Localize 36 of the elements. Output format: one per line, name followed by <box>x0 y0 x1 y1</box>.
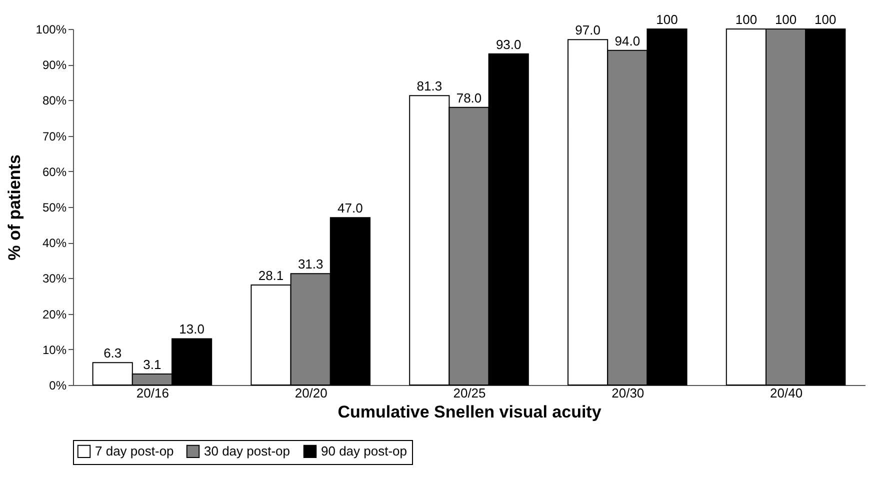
y-tick-label: 20% <box>42 307 67 322</box>
y-tick-label: 30% <box>42 272 67 286</box>
x-tick-label: 20/16 <box>136 386 169 400</box>
x-axis-title: Cumulative Snellen visual acuity <box>338 402 602 422</box>
x-tick-label: 20/30 <box>612 386 644 400</box>
legend-label: 7 day post-op <box>95 443 174 458</box>
y-tick-label: 60% <box>42 164 67 179</box>
data-label: 100 <box>814 12 836 27</box>
y-tick-label: 10% <box>42 342 67 357</box>
y-tick-label: 80% <box>42 94 67 108</box>
data-label: 81.3 <box>416 78 442 94</box>
y-axis-title: % of patients <box>4 154 24 260</box>
x-tick-label: 20/25 <box>453 386 486 400</box>
data-label: 94.0 <box>614 33 640 48</box>
data-label: 97.0 <box>575 22 600 38</box>
legend-label: 90 day post-op <box>321 443 408 458</box>
x-tick-label: 20/40 <box>770 386 803 400</box>
x-tick-label: 20/20 <box>294 386 328 400</box>
y-tick-label: 50% <box>42 200 67 214</box>
data-label: 28.1 <box>258 268 284 283</box>
legend-label: 30 day post-op <box>204 443 290 458</box>
data-label: 100 <box>656 12 678 27</box>
data-label: 6.3 <box>104 346 122 361</box>
data-label: 47.0 <box>338 200 363 216</box>
y-tick-label: 40% <box>42 236 67 250</box>
data-label: 31.3 <box>298 256 324 272</box>
y-tick-label: 90% <box>42 58 67 72</box>
data-label: 100 <box>735 12 758 27</box>
data-label: 13.0 <box>179 322 204 337</box>
data-label: 100 <box>774 12 797 27</box>
y-tick-label: 70% <box>42 129 67 144</box>
data-label: 93.0 <box>496 36 522 52</box>
y-tick-label: 100% <box>36 22 67 36</box>
y-tick-label: 0% <box>49 378 67 392</box>
data-label: 3.1 <box>143 356 162 372</box>
data-label: 78.0 <box>456 90 482 106</box>
